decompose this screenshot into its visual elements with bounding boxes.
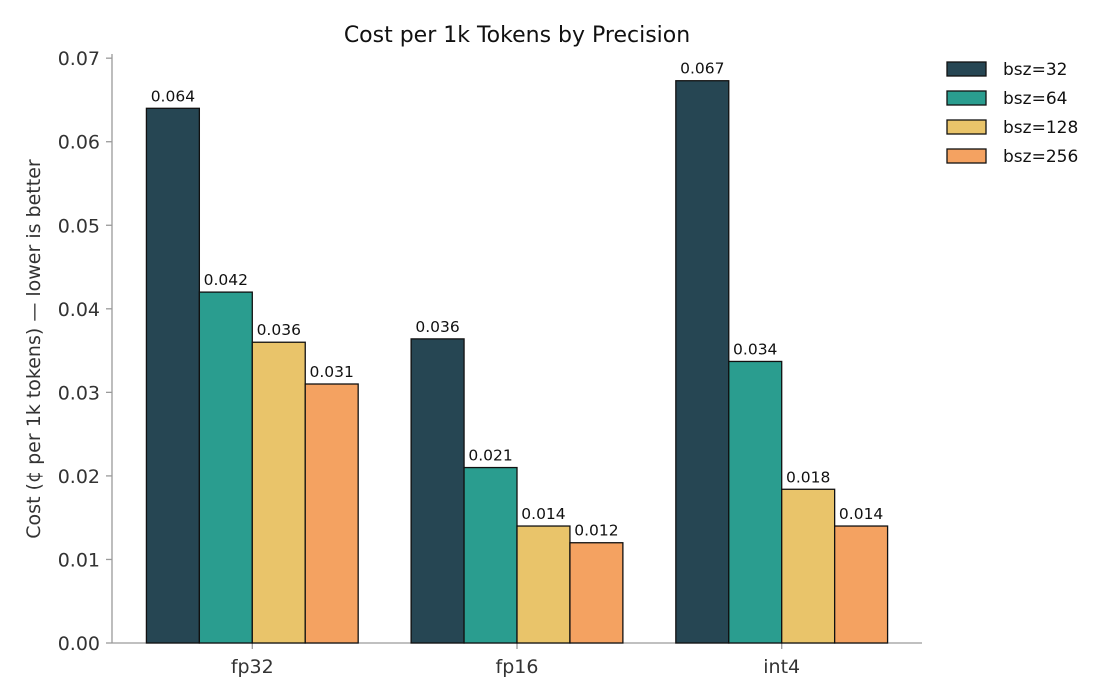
legend-entry-label: bsz=64 xyxy=(1003,89,1067,109)
bar-value-label: 0.042 xyxy=(204,271,248,289)
y-tick-label: 0.06 xyxy=(58,132,100,154)
bar-labels-group: 0.064 0.042 0.036 0.031 0.036 0.021 0.014 0.012… xyxy=(151,60,884,540)
bar-value-label: 0.014 xyxy=(839,505,883,523)
bar-value-label: 0.036 xyxy=(257,321,301,339)
y-tick-label: 0.01 xyxy=(58,549,100,571)
bars-group xyxy=(145,80,889,644)
y-tick-label: 0.02 xyxy=(58,466,100,488)
bar-value-label: 0.021 xyxy=(468,447,512,465)
y-tick-label: 0.07 xyxy=(58,48,100,70)
legend-swatch xyxy=(946,61,987,77)
bar-bsz-64-fp32 xyxy=(198,291,253,644)
x-tick-label: fp32 xyxy=(231,656,274,678)
y-tick-label: 0.04 xyxy=(58,299,100,321)
bar-bsz-32-int4 xyxy=(675,80,730,644)
legend: bsz=32 bsz=64 bsz=128 bsz=256 xyxy=(946,60,1078,167)
x-axis: fp32 fp16 int4 xyxy=(112,642,922,678)
bar-value-label: 0.012 xyxy=(574,522,618,540)
bar-bsz-128-fp16 xyxy=(516,525,571,644)
legend-swatch xyxy=(946,90,987,106)
bar-value-label: 0.031 xyxy=(310,363,354,381)
bar-bsz-32-fp16 xyxy=(410,338,465,644)
y-axis-label: Cost (¢ per 1k tokens) — lower is better xyxy=(23,159,45,539)
bar-bsz-32-fp32 xyxy=(145,107,201,644)
legend-swatch xyxy=(946,119,987,135)
bar-value-label: 0.018 xyxy=(786,468,830,486)
legend-entry-label: bsz=128 xyxy=(1003,118,1078,138)
legend-swatch xyxy=(946,148,987,164)
bar-bsz-64-int4 xyxy=(728,360,783,644)
x-tick-label: fp16 xyxy=(496,656,539,678)
bar-value-label: 0.014 xyxy=(521,505,565,523)
bar-value-label: 0.036 xyxy=(415,318,459,336)
bar-bsz-256-fp16 xyxy=(569,542,624,644)
bar-bsz-128-fp32 xyxy=(251,341,306,644)
bar-bsz-128-int4 xyxy=(781,488,836,644)
bar-value-label: 0.034 xyxy=(733,340,777,358)
chart-title: Cost per 1k Tokens by Precision xyxy=(344,23,690,48)
x-tick-label: int4 xyxy=(763,656,800,678)
bar-value-label: 0.067 xyxy=(680,60,724,78)
bar-bsz-256-fp32 xyxy=(304,383,359,644)
y-tick-label: 0.05 xyxy=(58,215,100,237)
y-axis: 0.00 0.01 0.02 0.03 0.04 0.05 0.06 0.07 xyxy=(58,48,113,655)
legend-entry-label: bsz=256 xyxy=(1003,147,1078,167)
bar-bsz-256-int4 xyxy=(833,525,889,644)
y-tick-label: 0.03 xyxy=(58,382,100,404)
legend-entry-label: bsz=32 xyxy=(1003,60,1067,80)
bar-bsz-64-fp16 xyxy=(463,466,518,644)
y-tick-label: 0.00 xyxy=(58,633,100,655)
bar-value-label: 0.064 xyxy=(151,87,195,105)
